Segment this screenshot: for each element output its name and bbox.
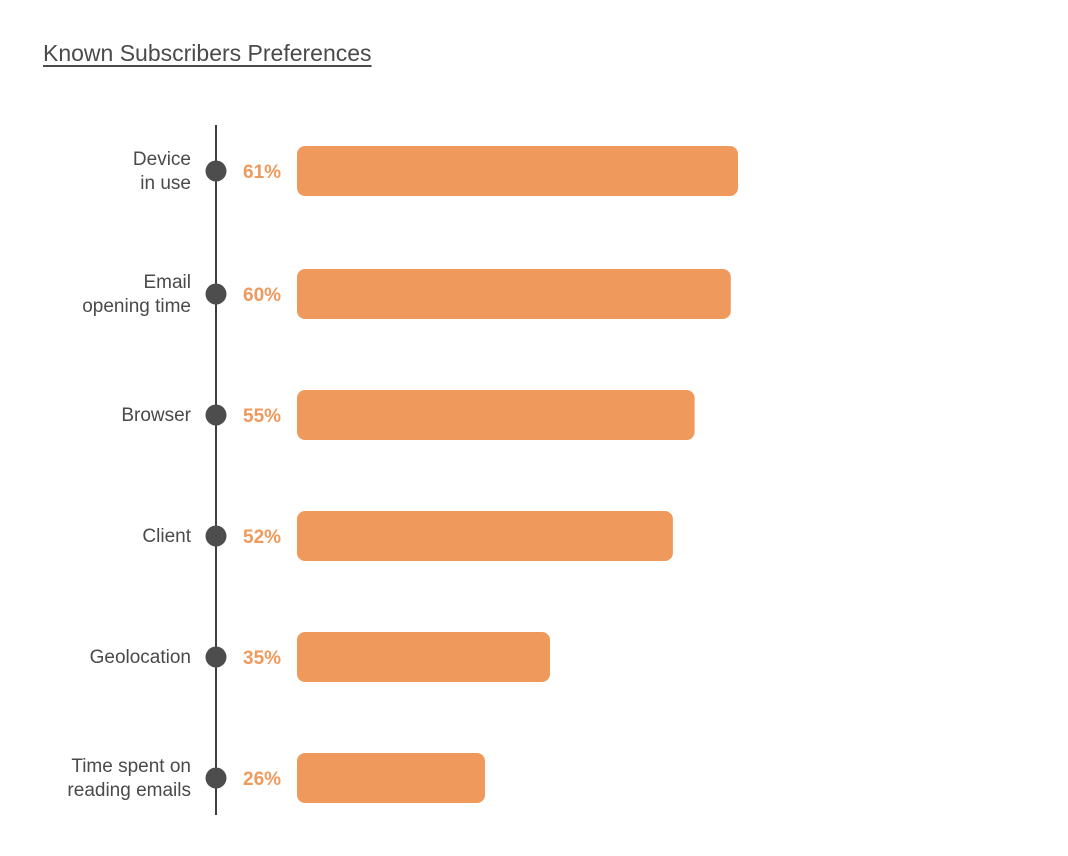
value-label: 55% bbox=[243, 406, 281, 427]
bar bbox=[297, 753, 485, 803]
value-label: 60% bbox=[243, 285, 281, 306]
bar bbox=[297, 632, 550, 682]
chart-title: Known Subscribers Preferences bbox=[43, 40, 372, 66]
bar bbox=[297, 390, 695, 440]
value-label: 26% bbox=[243, 769, 281, 790]
axis-marker-dot bbox=[205, 160, 227, 182]
category-label: Device in use bbox=[133, 149, 191, 194]
value-label: 35% bbox=[243, 648, 281, 669]
value-label: 52% bbox=[243, 527, 281, 548]
value-label: 61% bbox=[243, 162, 281, 183]
bar-rows: 61% Device in use 60% Email opening time 55% Br… bbox=[67, 146, 738, 803]
category-label: Email opening time bbox=[82, 272, 191, 317]
axis-marker-dot bbox=[205, 646, 227, 668]
axis-marker-dot bbox=[205, 283, 227, 305]
bar bbox=[297, 146, 738, 196]
bar bbox=[297, 269, 731, 319]
category-label: Client bbox=[142, 526, 191, 547]
category-label: Browser bbox=[121, 405, 191, 426]
category-label: Geolocation bbox=[90, 647, 191, 668]
axis-marker-dot bbox=[205, 525, 227, 547]
axis-marker-dot bbox=[205, 404, 227, 426]
category-label: Time spent on reading emails bbox=[67, 756, 191, 801]
bar bbox=[297, 511, 673, 561]
axis-marker-dot bbox=[205, 767, 227, 789]
